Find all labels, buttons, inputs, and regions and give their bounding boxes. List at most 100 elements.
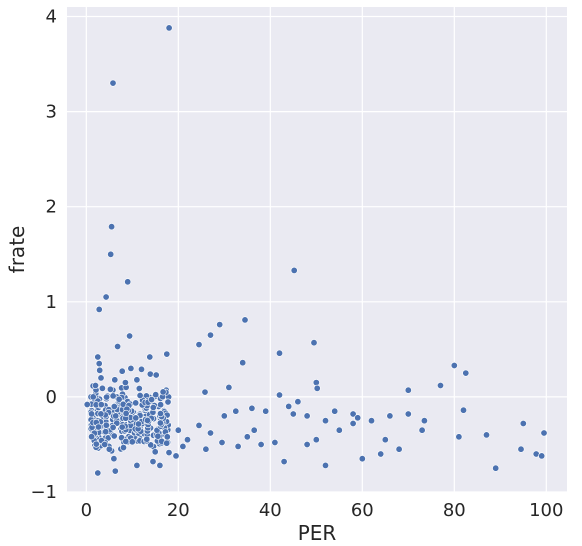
data-point: [207, 429, 215, 437]
data-point: [146, 370, 154, 378]
data-point: [156, 419, 164, 427]
data-point: [127, 364, 135, 372]
y-tick-label: −1: [30, 482, 57, 503]
data-point: [174, 426, 182, 434]
data-point: [97, 410, 105, 418]
data-point: [321, 461, 329, 469]
x-tick-label: 80: [443, 500, 466, 521]
data-point: [436, 381, 444, 389]
data-point: [225, 383, 233, 391]
data-point: [151, 448, 159, 456]
x-tick-label: 40: [259, 500, 282, 521]
x-tick-label: 0: [81, 500, 92, 521]
data-point: [89, 393, 97, 401]
data-point: [280, 458, 288, 466]
data-point: [377, 450, 385, 458]
data-point: [517, 445, 525, 453]
data-point: [538, 452, 546, 460]
data-point: [275, 391, 283, 399]
data-point: [157, 410, 165, 418]
data-point: [303, 440, 311, 448]
data-point: [110, 402, 118, 410]
data-point: [114, 342, 122, 350]
data-point: [271, 438, 279, 446]
data-point: [310, 339, 318, 347]
data-point: [195, 421, 203, 429]
data-point: [110, 455, 118, 463]
data-point: [132, 414, 140, 422]
data-point: [165, 449, 173, 457]
data-point: [122, 409, 130, 417]
data-point: [331, 407, 339, 415]
data-point: [482, 431, 490, 439]
y-tick-label: 3: [46, 102, 57, 123]
data-point: [492, 464, 500, 472]
data-point: [109, 392, 117, 400]
data-point: [102, 428, 110, 436]
data-point: [216, 321, 224, 329]
data-point: [241, 316, 249, 324]
data-point: [312, 436, 320, 444]
data-point: [540, 429, 548, 437]
x-axis-label: PER: [298, 521, 337, 545]
data-point: [321, 417, 329, 425]
data-point: [111, 376, 119, 384]
data-point: [88, 433, 96, 441]
data-point: [450, 361, 458, 369]
data-point: [381, 436, 389, 444]
data-point: [149, 403, 157, 411]
data-point: [112, 412, 120, 420]
data-point: [165, 24, 173, 32]
data-point: [96, 366, 104, 374]
y-tick-label: 2: [46, 197, 57, 218]
data-point: [92, 440, 100, 448]
data-point: [103, 393, 111, 401]
y-axis-label: frate: [5, 226, 29, 274]
data-point: [94, 469, 102, 477]
data-point: [420, 417, 428, 425]
data-point: [163, 350, 171, 358]
data-point: [404, 410, 412, 418]
x-tick-label: 20: [167, 500, 190, 521]
data-point: [234, 442, 242, 450]
data-point: [349, 410, 357, 418]
data-point: [367, 417, 375, 425]
data-point: [313, 384, 321, 392]
data-point: [159, 388, 167, 396]
data-point: [243, 433, 251, 441]
data-point: [395, 445, 403, 453]
y-tick-label: 1: [46, 292, 57, 313]
data-point: [459, 406, 467, 414]
data-point: [124, 278, 132, 286]
data-point: [257, 440, 265, 448]
data-point: [105, 445, 113, 453]
data-point: [122, 437, 130, 445]
data-point: [109, 79, 117, 87]
data-point: [289, 410, 297, 418]
data-points: [83, 24, 548, 477]
data-point: [126, 332, 134, 340]
data-point: [195, 341, 203, 349]
x-tick-label: 60: [351, 500, 374, 521]
data-point: [275, 349, 283, 357]
data-point: [144, 416, 152, 424]
data-point: [148, 396, 156, 404]
data-point: [118, 367, 126, 375]
data-point: [118, 423, 126, 431]
data-point: [163, 433, 171, 441]
data-point: [184, 436, 192, 444]
y-tick-label: 0: [46, 387, 57, 408]
data-point: [135, 384, 143, 392]
y-tick-label: 4: [46, 7, 57, 28]
data-point: [354, 414, 362, 422]
data-point: [262, 407, 270, 415]
data-point: [462, 369, 470, 377]
data-point: [156, 461, 164, 469]
data-point: [248, 404, 256, 412]
data-point: [152, 371, 160, 379]
data-point: [164, 398, 172, 406]
x-tick-label: 100: [529, 500, 563, 521]
data-point: [519, 419, 527, 427]
data-point: [358, 455, 366, 463]
